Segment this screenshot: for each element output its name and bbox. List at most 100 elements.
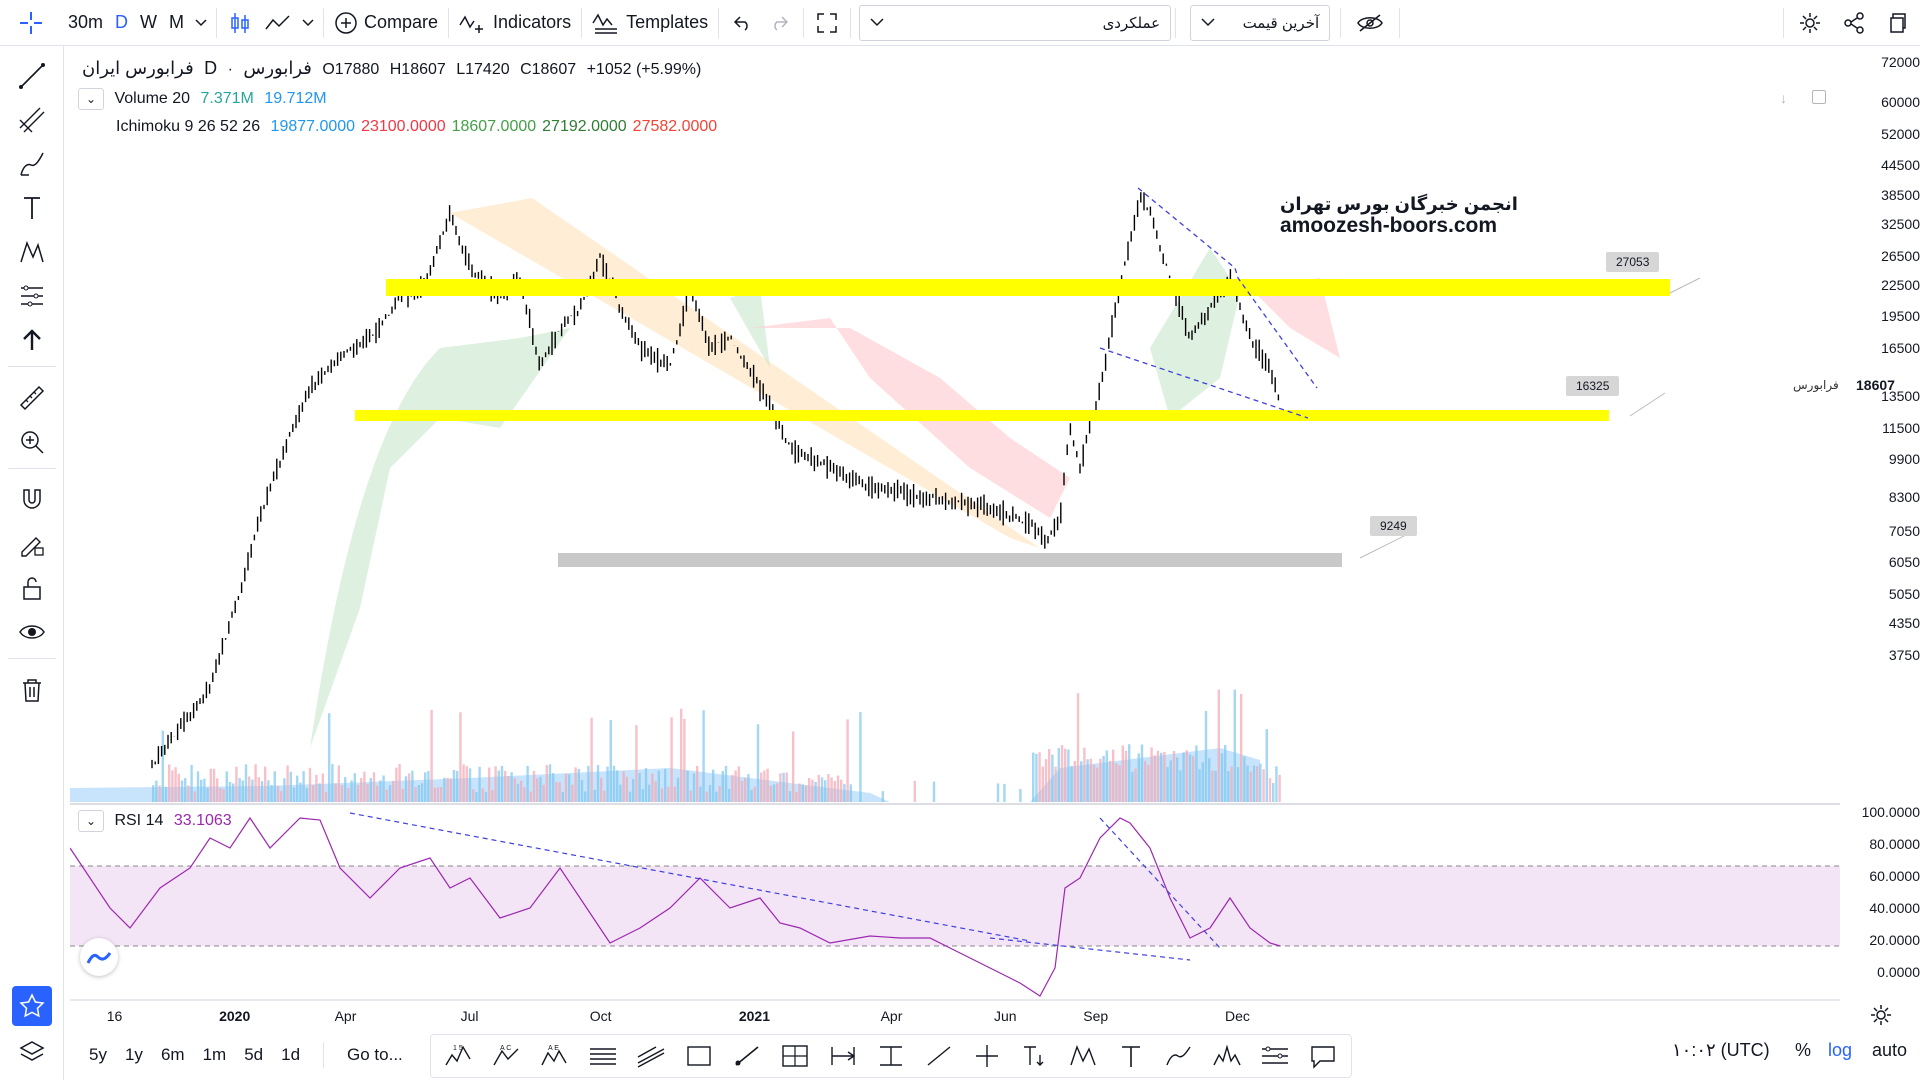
fib-tool-icon[interactable] (12, 100, 52, 140)
range-1y-button[interactable]: 1y (124, 1045, 143, 1064)
elliott-triangle-icon[interactable]: A E (531, 1036, 579, 1076)
undo-icon[interactable] (723, 0, 761, 46)
price-source-dropdown[interactable]: آخرین قیمت (1190, 4, 1331, 41)
chart-canvas[interactable] (70, 48, 1840, 1008)
level-callout[interactable]: 16325 (1566, 376, 1620, 396)
crosshair-icon[interactable] (0, 0, 62, 46)
text-icon[interactable] (1107, 1036, 1155, 1076)
fib-channel-icon[interactable] (627, 1036, 675, 1076)
layers-icon[interactable] (12, 1032, 52, 1072)
redo-icon[interactable] (761, 0, 799, 46)
ray-icon[interactable] (723, 1036, 771, 1076)
share-icon[interactable] (1832, 0, 1876, 46)
rsi-axis[interactable]: 100.0000 80.0000 60.0000 40.0000 20.0000 0.00… (1842, 804, 1920, 1004)
level-callout[interactable]: 27053 (1606, 252, 1660, 272)
callout-icon[interactable] (1299, 1036, 1347, 1076)
log-toggle[interactable]: log (1828, 1040, 1853, 1060)
volume-bar (756, 724, 760, 802)
price-axis[interactable]: 72000 60000 52000 44500 38500 32500 26500 22500… (1842, 48, 1920, 800)
eye-icon[interactable] (12, 612, 52, 652)
star-icon[interactable] (12, 986, 52, 1026)
maximize-pane-icon[interactable] (1812, 90, 1826, 104)
long-position-icon[interactable] (771, 1036, 819, 1076)
trend-line-icon[interactable] (915, 1036, 963, 1076)
interval-button[interactable]: 30m (68, 12, 104, 32)
rsi-trend-line[interactable] (349, 812, 1031, 942)
trend-line-lower[interactable] (1099, 347, 1309, 419)
cross-line-icon[interactable] (963, 1036, 1011, 1076)
ruler-icon[interactable] (12, 378, 52, 418)
range-5y-button[interactable]: 5y (89, 1045, 107, 1064)
prediction-tool-icon[interactable] (12, 276, 52, 316)
gear-icon[interactable] (1788, 0, 1832, 46)
eye-off-icon[interactable] (1345, 0, 1395, 46)
price-range-icon[interactable] (867, 1036, 915, 1076)
chart-area[interactable]: فرابورس ایران D · فرابورس O17880 H18607 … (70, 48, 1840, 1008)
candles-icon[interactable] (221, 0, 259, 46)
time-axis[interactable]: 16 2020 Apr Jul Oct 2021 Apr Jun Sep Dec (70, 1008, 1840, 1030)
volume-bar (1041, 766, 1044, 802)
unlock-icon[interactable] (12, 568, 52, 608)
percent-toggle[interactable]: % (1795, 1040, 1812, 1060)
range-6m-button[interactable]: 6m (160, 1045, 185, 1064)
rsi-trend-line[interactable] (1099, 817, 1221, 949)
fullscreen-icon[interactable] (808, 0, 846, 46)
magnet-icon[interactable] (12, 480, 52, 520)
templates-button[interactable]: Templates (586, 0, 714, 46)
performance-dropdown[interactable]: عملکردی (859, 4, 1172, 41)
bottom-support-zone[interactable] (558, 553, 1342, 567)
chevron-down-icon[interactable] (190, 0, 212, 46)
goto-button[interactable]: Go to... (347, 1045, 403, 1064)
period-m-button[interactable]: M (169, 12, 185, 32)
resistance-zone[interactable] (386, 279, 1670, 296)
volume-legend[interactable]: ⌄ Volume 20 7.371M 19.712M (78, 88, 333, 110)
arrow-up-icon[interactable] (12, 320, 52, 360)
rsi-trend-line[interactable] (989, 937, 1191, 961)
rsi-tick-label: 100.0000 (1861, 804, 1920, 820)
clock-label[interactable]: ۱۰:۰۲ (UTC) (1672, 1040, 1770, 1060)
scroll-down-icon[interactable]: ↓ (1780, 90, 1787, 106)
range-5d-button[interactable]: 5d (244, 1045, 264, 1064)
chevron-down-icon[interactable] (297, 0, 319, 46)
range-1m-button[interactable]: 1m (202, 1045, 227, 1064)
chevron-down-icon[interactable]: ⌄ (78, 88, 104, 110)
gear-icon[interactable] (1870, 1004, 1892, 1031)
rsi-legend[interactable]: ⌄ RSI 14 33.1063 (78, 810, 238, 832)
elliott-impulse-icon[interactable]: 1 5 (435, 1036, 483, 1076)
brush-tool-icon[interactable] (12, 144, 52, 184)
trash-icon[interactable] (12, 670, 52, 710)
lock-drawing-icon[interactable] (12, 524, 52, 564)
rectangle-icon[interactable] (675, 1036, 723, 1076)
ichimoku-value: 18607.0000 (451, 118, 537, 135)
ichimoku-legend[interactable]: Ichimoku 9 26 52 26 19877.0000 23100.0000… (116, 118, 723, 136)
zoom-in-icon[interactable] (12, 422, 52, 462)
line-tool-icon[interactable] (12, 56, 52, 96)
trend-line-upper[interactable] (1137, 187, 1318, 389)
xabcd-pattern-icon[interactable] (1059, 1036, 1107, 1076)
tradingview-logo-icon[interactable] (80, 938, 118, 976)
pattern-tool-icon[interactable] (12, 232, 52, 272)
chevron-down-icon[interactable]: ⌄ (78, 810, 104, 832)
support-zone[interactable] (355, 410, 1609, 421)
level-callout[interactable]: 9249 (1370, 516, 1417, 536)
parallel-channel-icon[interactable] (579, 1036, 627, 1076)
auto-toggle[interactable]: auto (1872, 1040, 1908, 1060)
line-chart-icon[interactable] (259, 0, 297, 46)
callout-pointer (1629, 392, 1666, 417)
indicators-button[interactable]: Indicators (453, 0, 577, 46)
elliott-correction-icon[interactable]: A C (483, 1036, 531, 1076)
text-tool-icon[interactable] (12, 188, 52, 228)
snapshot-icon[interactable] (1876, 0, 1920, 46)
compare-button[interactable]: Compare (328, 0, 444, 46)
volume-bar (673, 786, 676, 802)
period-d-button[interactable]: D (115, 12, 129, 32)
date-range-icon[interactable] (819, 1036, 867, 1076)
forecast-icon[interactable] (1251, 1036, 1299, 1076)
head-shoulders-icon[interactable] (1203, 1036, 1251, 1076)
anchored-text-icon[interactable] (1011, 1036, 1059, 1076)
symbol-legend[interactable]: فرابورس ایران D · فرابورس O17880 H18607 … (82, 58, 707, 79)
period-w-button[interactable]: W (140, 12, 158, 32)
range-1d-button[interactable]: 1d (281, 1045, 301, 1064)
brush-icon[interactable] (1155, 1036, 1203, 1076)
